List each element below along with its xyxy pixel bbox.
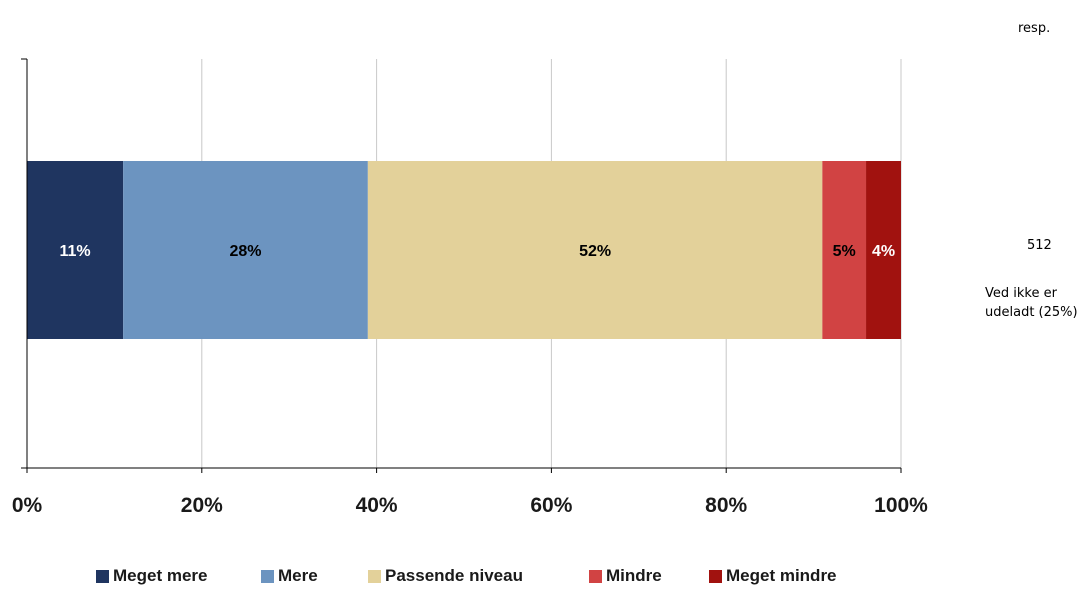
x-tick-label-60: 60% [530, 494, 572, 517]
missing-note: Ved ikke er udeladt (25%) [985, 286, 1078, 320]
data-label-0: 11% [59, 243, 90, 260]
data-label-4: 4% [872, 243, 895, 260]
legend-swatch [589, 569, 602, 583]
data-label-2: 52% [579, 243, 611, 260]
legend-swatch [96, 569, 109, 583]
x-tick-label-100: 100% [874, 494, 928, 517]
axes [21, 58, 902, 473]
legend: Meget mere Mere Passende niveau Mindre Meget… [0, 566, 1090, 588]
stacked-bar: 11% 28% 52% 5% 4% [27, 161, 901, 339]
legend-item: Mindre [589, 566, 662, 586]
legend-item: Passende niveau [368, 566, 523, 586]
bar-segment-3 [822, 161, 867, 339]
stacked-bar-chart: 11% 28% 52% 5% 4% 0% 20% 40% 60% 80% 100% [12, 58, 928, 517]
x-tick-label-80: 80% [705, 494, 747, 517]
legend-label: Meget mindre [726, 566, 837, 585]
bar-segment-1 [123, 161, 368, 339]
bar-segment-4 [866, 161, 901, 339]
x-tick-labels: 0% 20% 40% 60% 80% 100% [12, 494, 928, 517]
legend-swatch [368, 569, 381, 583]
resp-label: resp. [1018, 21, 1051, 36]
legend-item: Meget mindre [709, 566, 837, 586]
legend-label: Meget mere [113, 566, 208, 585]
legend-label: Mere [278, 566, 318, 585]
legend-item: Mere [261, 566, 318, 586]
x-tick-label-40: 40% [356, 494, 398, 517]
legend-swatch [261, 569, 274, 583]
bar-segment-2 [367, 161, 823, 339]
bar-segment-0 [27, 161, 124, 339]
data-label-3: 5% [833, 243, 856, 260]
x-tick-label-20: 20% [181, 494, 223, 517]
legend-label: Mindre [606, 566, 662, 585]
legend-swatch [709, 569, 722, 583]
respondent-count: 512 [1027, 238, 1052, 253]
x-tick-label-0: 0% [12, 494, 43, 517]
data-label-1: 28% [229, 243, 261, 260]
legend-label: Passende niveau [385, 566, 523, 585]
legend-item: Meget mere [96, 566, 207, 586]
